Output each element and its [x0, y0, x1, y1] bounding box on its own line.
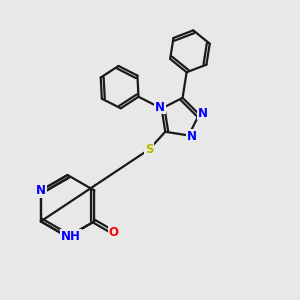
Text: S: S	[145, 143, 153, 156]
Text: N: N	[187, 130, 197, 143]
Text: NH: NH	[61, 230, 81, 243]
Text: N: N	[155, 100, 165, 113]
Text: N: N	[36, 184, 46, 197]
Text: N: N	[198, 106, 208, 119]
Text: O: O	[109, 226, 118, 239]
